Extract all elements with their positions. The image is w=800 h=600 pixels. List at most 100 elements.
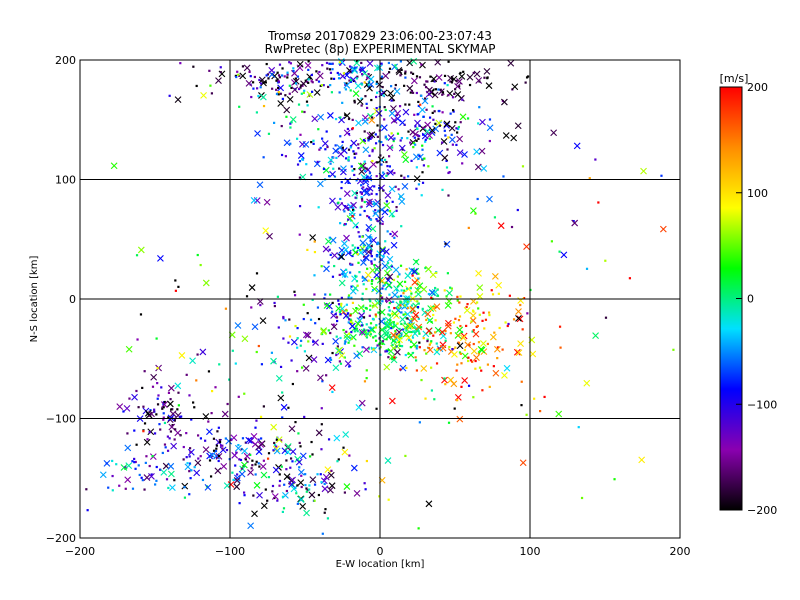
data-point-dot bbox=[331, 62, 334, 65]
data-point-dot bbox=[298, 233, 301, 236]
data-point-dot bbox=[417, 317, 420, 320]
data-point-dot bbox=[369, 177, 372, 180]
data-point-dot bbox=[212, 437, 216, 440]
data-point-dot bbox=[179, 62, 182, 65]
data-point-dot bbox=[348, 79, 351, 82]
data-point-cross bbox=[174, 429, 182, 437]
data-point-dot bbox=[421, 144, 424, 147]
data-point-dot bbox=[275, 92, 279, 96]
data-point-dot bbox=[163, 400, 166, 404]
data-point-dot bbox=[177, 391, 180, 394]
data-point-cross bbox=[248, 284, 256, 291]
data-point-dot bbox=[398, 327, 401, 331]
data-point-dot bbox=[331, 68, 334, 71]
data-point-dot bbox=[324, 293, 327, 296]
data-point-cross bbox=[361, 69, 369, 77]
data-point-dot bbox=[443, 129, 446, 132]
data-point-dot bbox=[320, 448, 323, 451]
data-point-dot bbox=[468, 83, 472, 87]
data-point-dot bbox=[288, 61, 291, 64]
data-point-dot bbox=[282, 317, 285, 320]
data-point-dot bbox=[380, 75, 384, 78]
data-point-dot bbox=[210, 92, 214, 95]
data-point-cross bbox=[362, 189, 370, 197]
data-point-dot bbox=[434, 319, 437, 322]
data-point-dot bbox=[271, 87, 274, 90]
data-point-dot bbox=[428, 116, 432, 119]
data-point-dot bbox=[199, 455, 202, 458]
data-point-dot bbox=[306, 489, 309, 492]
y-axis-label: N-S location [km] bbox=[29, 256, 40, 343]
data-point-cross bbox=[406, 322, 414, 330]
data-point-dot bbox=[159, 468, 162, 471]
data-point-cross bbox=[199, 348, 207, 356]
data-point-dot bbox=[362, 138, 366, 142]
data-point-dot bbox=[447, 194, 450, 197]
data-point-cross bbox=[340, 240, 348, 247]
data-point-dot bbox=[339, 116, 342, 119]
data-point-cross bbox=[516, 315, 524, 323]
data-point-dot bbox=[153, 408, 156, 411]
data-point-dot bbox=[375, 253, 379, 257]
data-point-cross bbox=[168, 484, 176, 491]
data-point-dot bbox=[304, 79, 307, 82]
data-point-dot bbox=[342, 328, 345, 332]
data-point-dot bbox=[428, 318, 431, 322]
data-point-dot bbox=[162, 406, 165, 409]
data-point-dot bbox=[512, 318, 516, 321]
data-point-dot bbox=[329, 293, 332, 296]
data-point-dot bbox=[381, 340, 385, 343]
data-point-dot bbox=[364, 306, 367, 310]
data-point-dot bbox=[438, 124, 441, 127]
data-point-dot bbox=[431, 105, 434, 108]
data-point-cross bbox=[343, 129, 351, 137]
data-point-dot bbox=[371, 289, 375, 292]
data-point-dot bbox=[255, 272, 259, 275]
data-point-cross bbox=[342, 431, 350, 438]
data-point-dot bbox=[267, 132, 271, 135]
data-point-cross bbox=[337, 58, 345, 65]
data-point-dot bbox=[111, 474, 114, 478]
data-point-cross bbox=[458, 72, 466, 80]
data-point-cross bbox=[425, 327, 433, 335]
data-point-dot bbox=[417, 104, 420, 108]
data-point-dot bbox=[399, 264, 403, 267]
data-point-dot bbox=[376, 91, 379, 94]
data-point-dot bbox=[296, 370, 299, 373]
data-point-dot bbox=[155, 413, 158, 416]
data-point-dot bbox=[472, 396, 475, 399]
data-point-dot bbox=[396, 289, 399, 292]
data-point-dot bbox=[410, 304, 414, 307]
data-point-dot bbox=[317, 206, 320, 209]
data-point-dot bbox=[329, 357, 332, 360]
y-tick-label: 0 bbox=[69, 293, 76, 306]
data-point-cross bbox=[322, 473, 330, 481]
data-point-cross bbox=[515, 314, 522, 322]
data-point-dot bbox=[353, 330, 356, 333]
data-point-dot bbox=[365, 102, 368, 105]
data-point-dot bbox=[396, 132, 400, 135]
data-point-dot bbox=[405, 329, 408, 332]
data-point-cross bbox=[405, 334, 413, 342]
data-point-cross bbox=[474, 163, 482, 171]
data-point-dot bbox=[349, 271, 352, 274]
data-point-dot bbox=[418, 154, 421, 157]
data-point-cross bbox=[251, 323, 259, 331]
data-point-dot bbox=[488, 139, 491, 143]
data-point-dot bbox=[307, 68, 310, 71]
data-point-dot bbox=[218, 440, 222, 444]
data-point-dot bbox=[660, 174, 663, 177]
data-point-cross bbox=[519, 459, 527, 467]
data-point-dot bbox=[128, 397, 131, 400]
data-point-dot bbox=[271, 484, 275, 488]
data-point-dot bbox=[448, 345, 451, 349]
data-point-dot bbox=[273, 441, 276, 445]
data-point-dot bbox=[387, 61, 390, 65]
data-point-dot bbox=[594, 158, 597, 161]
data-point-dot bbox=[224, 307, 228, 310]
data-point-dot bbox=[343, 342, 347, 345]
data-point-dot bbox=[373, 185, 376, 188]
data-point-cross bbox=[167, 384, 175, 392]
